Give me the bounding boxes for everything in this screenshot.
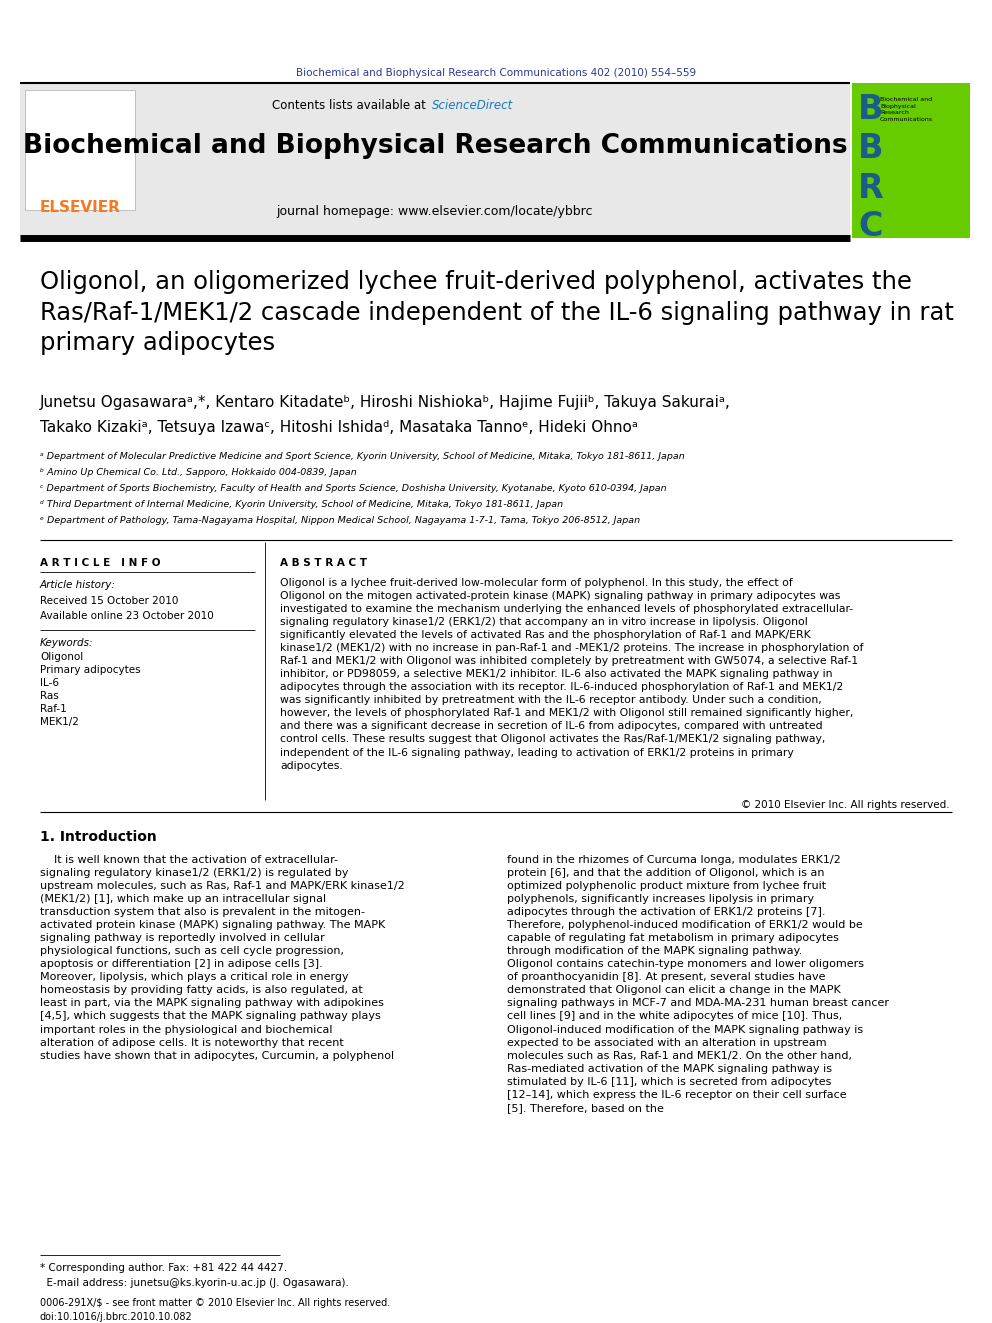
Text: MEK1/2: MEK1/2 [40,717,79,728]
Text: ᵈ Third Department of Internal Medicine, Kyorin University, School of Medicine, : ᵈ Third Department of Internal Medicine,… [40,500,563,509]
Text: E-mail address: junetsu@ks.kyorin-u.ac.jp (J. Ogasawara).: E-mail address: junetsu@ks.kyorin-u.ac.j… [40,1278,349,1289]
Bar [852,83,970,238]
Bar [25,90,135,210]
Text: Raf-1: Raf-1 [40,704,66,714]
Text: Oligonol is a lychee fruit-derived low-molecular form of polyphenol. In this stu: Oligonol is a lychee fruit-derived low-m… [280,578,863,770]
Text: ᵃ Department of Molecular Predictive Medicine and Sport Science, Kyorin Universi: ᵃ Department of Molecular Predictive Med… [40,452,684,460]
Text: * Corresponding author. Fax: +81 422 44 4427.: * Corresponding author. Fax: +81 422 44 … [40,1263,287,1273]
Text: ELSEVIER: ELSEVIER [40,200,120,216]
Text: journal homepage: www.elsevier.com/locate/ybbrc: journal homepage: www.elsevier.com/locat… [277,205,593,218]
Text: ᵉ Department of Pathology, Tama-Nagayama Hospital, Nippon Medical School, Nagaya: ᵉ Department of Pathology, Tama-Nagayama… [40,516,640,525]
Text: Biochemical and Biophysical Research Communications 402 (2010) 554–559: Biochemical and Biophysical Research Com… [296,67,696,78]
Text: Takako Kizakiᵃ, Tetsuya Izawaᶜ, Hitoshi Ishidaᵈ, Masataka Tannoᵉ, Hideki Ohnoᵃ: Takako Kizakiᵃ, Tetsuya Izawaᶜ, Hitoshi … [40,419,638,435]
Text: IL-6: IL-6 [40,677,59,688]
Text: Ras: Ras [40,691,59,701]
Text: Biochemical and Biophysical Research Communications: Biochemical and Biophysical Research Com… [23,134,847,159]
Text: ScienceDirect: ScienceDirect [432,99,513,112]
Text: Available online 23 October 2010: Available online 23 October 2010 [40,611,213,620]
Text: 1. Introduction: 1. Introduction [40,830,157,844]
Text: A B S T R A C T: A B S T R A C T [280,558,367,568]
Bar [20,83,850,238]
Text: found in the rhizomes of Curcuma longa, modulates ERK1/2
protein [6], and that t: found in the rhizomes of Curcuma longa, … [507,855,889,1113]
Text: 0006-291X/$ - see front matter © 2010 Elsevier Inc. All rights reserved.
doi:10.: 0006-291X/$ - see front matter © 2010 El… [40,1298,390,1322]
Text: Biochemical and
Biophysical
Research
Communications: Biochemical and Biophysical Research Com… [880,97,933,122]
Text: It is well known that the activation of extracellular-
signaling regulatory kina: It is well known that the activation of … [40,855,405,1061]
Text: Oligonol: Oligonol [40,652,83,662]
Text: R: R [858,172,884,205]
Text: Junetsu Ogasawaraᵃ,*, Kentaro Kitadateᵇ, Hiroshi Nishiokaᵇ, Hajime Fujiiᵇ, Takuy: Junetsu Ogasawaraᵃ,*, Kentaro Kitadateᵇ,… [40,396,731,410]
Text: B: B [858,132,884,165]
Text: Keywords:: Keywords: [40,638,93,648]
Text: Received 15 October 2010: Received 15 October 2010 [40,595,179,606]
Text: ᶜ Department of Sports Biochemistry, Faculty of Health and Sports Science, Doshi: ᶜ Department of Sports Biochemistry, Fac… [40,484,667,493]
Text: A R T I C L E   I N F O: A R T I C L E I N F O [40,558,161,568]
Text: Oligonol, an oligomerized lychee fruit-derived polyphenol, activates the
Ras/Raf: Oligonol, an oligomerized lychee fruit-d… [40,270,954,356]
Text: B: B [858,93,884,126]
Text: Article history:: Article history: [40,579,116,590]
Text: Primary adipocytes: Primary adipocytes [40,665,141,675]
Text: Contents lists available at: Contents lists available at [273,99,430,112]
Text: C: C [858,210,883,243]
Text: © 2010 Elsevier Inc. All rights reserved.: © 2010 Elsevier Inc. All rights reserved… [741,800,950,810]
Text: ᵇ Amino Up Chemical Co. Ltd., Sapporo, Hokkaido 004-0839, Japan: ᵇ Amino Up Chemical Co. Ltd., Sapporo, H… [40,468,357,478]
